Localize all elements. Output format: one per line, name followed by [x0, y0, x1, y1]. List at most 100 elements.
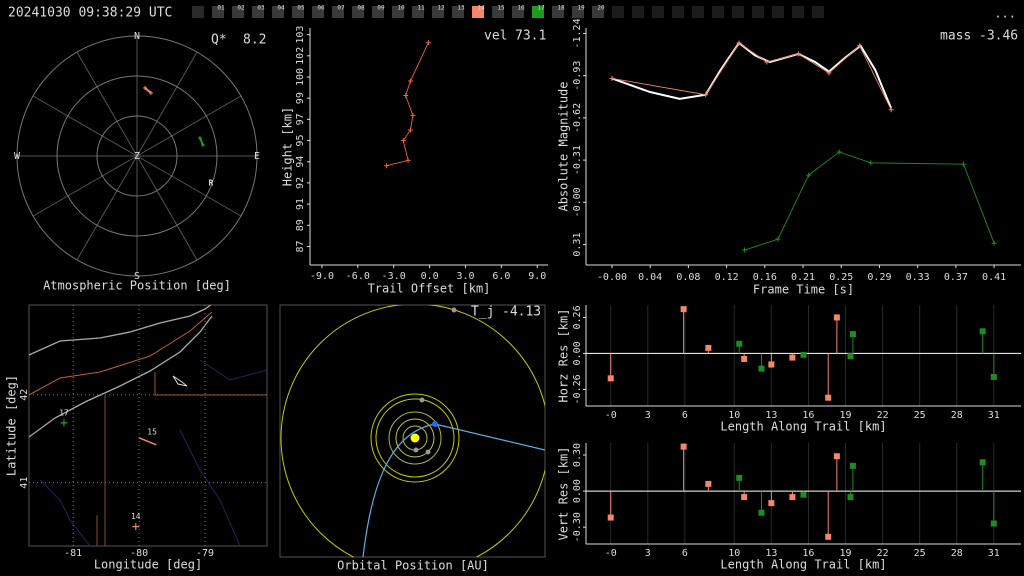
residual-point: [607, 514, 614, 521]
annotation-label: mass: [940, 29, 971, 44]
camera-box[interactable]: [272, 6, 284, 18]
camera-label: 15: [497, 5, 505, 12]
y-tick-label: 95: [295, 135, 306, 147]
residual-point: [849, 462, 856, 469]
camera-box[interactable]: [252, 6, 264, 18]
camera-box[interactable]: [492, 6, 504, 18]
x-tick-label: -9.0: [310, 271, 334, 282]
camera-box: [712, 6, 724, 18]
x-tick-label: 3: [645, 410, 651, 421]
menu-button[interactable]: ...: [994, 7, 1016, 21]
residual-point: [680, 306, 687, 313]
camera-box[interactable]: [292, 6, 304, 18]
orbit-ring: [280, 305, 545, 557]
x-tick-label: 22: [877, 410, 889, 421]
x-tick-label: -3.0: [382, 271, 406, 282]
meteor-track: [138, 437, 157, 446]
residual-point: [741, 355, 748, 362]
camera-box: [632, 6, 644, 18]
y-tick-label: 87: [295, 240, 306, 252]
chart-title: Atmospheric Position [deg]: [43, 279, 231, 293]
x-tick-label: -79: [196, 548, 214, 559]
x-tick-label: -6.0: [346, 271, 370, 282]
x-tick-label: 0.12: [715, 272, 739, 283]
residual-point: [736, 340, 743, 347]
orbit-ring: [370, 393, 460, 483]
annotation-value: -3.46: [979, 29, 1018, 44]
y-axis-label: Vert Res [km]: [557, 447, 571, 541]
spoke: [136, 51, 198, 157]
y-tick-label: -0.93: [572, 61, 583, 91]
orbit-ring: [395, 418, 435, 458]
camera-box[interactable]: [352, 6, 364, 18]
camera-box[interactable]: [232, 6, 244, 18]
residual-point: [847, 494, 854, 501]
residual-point: [979, 328, 986, 335]
residual-point: [736, 474, 743, 481]
camera-box[interactable]: [432, 6, 444, 18]
camera-box[interactable]: [472, 6, 484, 18]
residual-point: [847, 353, 854, 360]
station-label: 17: [59, 408, 69, 417]
spoke: [32, 95, 138, 157]
camera-box[interactable]: [372, 6, 384, 18]
y-tick-label: 41: [19, 477, 30, 489]
camera-box: [812, 6, 824, 18]
compass-label: S: [134, 271, 140, 282]
camera-box[interactable]: [552, 6, 564, 18]
camera-box: [192, 6, 204, 18]
camera-box[interactable]: [392, 6, 404, 18]
y-tick-label: -0.00: [572, 187, 583, 217]
data-point: [795, 51, 801, 57]
camera-box[interactable]: [332, 6, 344, 18]
residual-point: [990, 520, 997, 527]
camera-label: 12: [437, 5, 445, 12]
residual-point: [825, 394, 832, 401]
island: [172, 375, 188, 387]
ring: [16, 35, 258, 277]
track-point: [201, 142, 206, 147]
annotation-value: -4.13: [502, 305, 541, 320]
track-point: [142, 85, 147, 90]
camera-box[interactable]: [532, 6, 544, 18]
data-point: [826, 70, 832, 76]
camera-box[interactable]: [512, 6, 524, 18]
station: [60, 419, 68, 427]
residual-point: [800, 351, 807, 358]
residual-point: [979, 459, 986, 466]
residual-point: [833, 314, 840, 321]
camera-label: 10: [397, 5, 405, 12]
y-tick-label: 94: [295, 156, 306, 168]
camera-box[interactable]: [572, 6, 584, 18]
data-point: [400, 138, 406, 144]
track: [199, 137, 204, 146]
x-tick-label: 31: [988, 410, 1000, 421]
y-axis-label: Latitude [deg]: [5, 375, 19, 476]
y-axis-label: Absolute Magnitude: [557, 81, 571, 211]
ring: [56, 75, 218, 237]
data-point: [775, 236, 781, 242]
camera-box[interactable]: [412, 6, 424, 18]
y-tick-label: 0.00: [572, 341, 583, 365]
residual-point: [825, 533, 832, 540]
planet: [451, 307, 457, 313]
camera-box: [792, 6, 804, 18]
camera-box[interactable]: [212, 6, 224, 18]
camera-label: 01: [217, 5, 225, 12]
camera-box[interactable]: [452, 6, 464, 18]
data-point: [425, 40, 431, 46]
planet: [419, 397, 425, 403]
spoke: [76, 155, 138, 261]
x-tick-label: 0.37: [944, 272, 968, 283]
camera-box: [732, 6, 744, 18]
data-point: [407, 78, 413, 84]
spoke: [136, 155, 198, 261]
x-axis-label: Length Along Trail [km]: [720, 558, 886, 572]
x-axis-label: Frame Time [s]: [753, 283, 854, 297]
camera-box[interactable]: [592, 6, 604, 18]
orbit-ring: [375, 398, 455, 478]
y-tick-label: 0.30: [572, 443, 583, 467]
camera-box[interactable]: [312, 6, 324, 18]
y-tick-label: -0.30: [572, 512, 583, 542]
zenith-label: Z: [134, 151, 140, 162]
